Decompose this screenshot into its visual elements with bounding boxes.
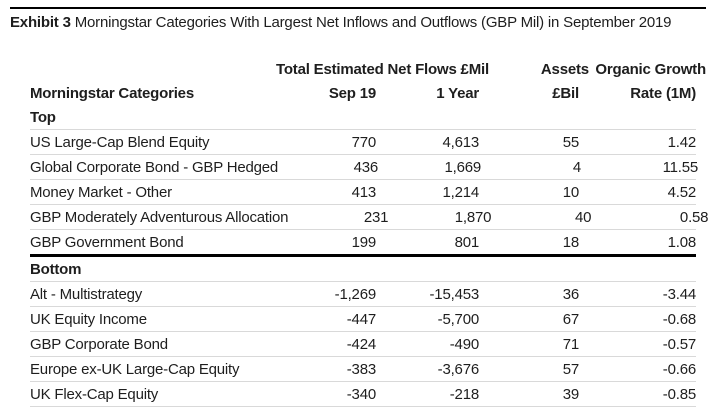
assets-cell: 39: [562, 385, 579, 403]
assets-cell: 18: [562, 233, 579, 251]
table-row: Alt - Multistrategy -1,269 -15,453 36 -3…: [30, 282, 696, 307]
organic-growth-cell: -0.85: [662, 385, 696, 403]
category-cell: Europe ex-UK Large-Cap Equity: [30, 360, 240, 378]
assets-cell: 40: [575, 208, 592, 226]
one-year-cell: 1,214: [442, 183, 479, 201]
exhibit-label: Exhibit 3: [10, 14, 71, 31]
table-row: Europe ex-UK Large-Cap Equity -383 -3,67…: [30, 357, 696, 382]
section-bottom: Bottom Alt - Multistrategy -1,269 -15,45…: [30, 254, 696, 407]
organic-growth-cell: -3.44: [662, 285, 696, 303]
organic-growth-cell: 0.58: [679, 208, 709, 226]
sep19-cell: 231: [363, 208, 389, 226]
sep19-cell: -383: [346, 360, 376, 378]
organic-growth-cell: 11.55: [662, 158, 699, 176]
organic-growth-cell: -0.66: [662, 360, 696, 378]
table-row: Money Market - Other 413 1,214 10 4.52: [30, 180, 696, 205]
sep19-cell: 199: [351, 233, 377, 251]
assets-cell: 71: [562, 335, 579, 353]
header-spacer: [30, 78, 276, 81]
table-row: Global Corporate Bond - GBP Hedged 436 1…: [30, 155, 699, 180]
one-year-cell: -15,453: [429, 285, 480, 303]
group-header-label: Total Estimated Net Flows £Mil: [276, 61, 489, 78]
sep19-cell: -1,269: [334, 285, 377, 303]
category-cell: US Large-Cap Blend Equity: [30, 133, 210, 151]
one-year-cell: 801: [454, 233, 480, 251]
section-label: Top: [30, 105, 696, 130]
assets-cell: 10: [562, 183, 579, 201]
table-row: GBP Corporate Bond -424 -490 71 -0.57: [30, 332, 696, 357]
assets-cell: 36: [562, 285, 579, 303]
table-row: UK Flex-Cap Equity -340 -218 39 -0.85: [30, 382, 696, 407]
header-assets-line2: £Bil: [552, 85, 579, 102]
table-row: GBP Moderately Adventurous Allocation 23…: [30, 205, 709, 230]
one-year-cell: 4,613: [442, 133, 479, 151]
header-one-year: 1 Year: [436, 85, 479, 102]
one-year-cell: -218: [449, 385, 479, 403]
category-cell: UK Flex-Cap Equity: [30, 385, 159, 403]
organic-growth-cell: -0.57: [662, 335, 696, 353]
one-year-cell: 1,669: [444, 158, 482, 176]
category-cell: GBP Moderately Adventurous Allocation: [30, 208, 289, 226]
table-body: Top US Large-Cap Blend Equity 770 4,613 …: [30, 105, 709, 407]
flows-table: Total Estimated Net Flows £Mil Assets Or…: [30, 57, 709, 407]
category-cell: Global Corporate Bond - GBP Hedged: [30, 158, 279, 176]
header-organic-line1: Organic Growth: [595, 61, 706, 78]
table-header-row-1: Total Estimated Net Flows £Mil Assets Or…: [30, 57, 706, 81]
organic-growth-cell: -0.68: [662, 310, 696, 328]
header-sep19: Sep 19: [328, 85, 376, 102]
one-year-cell: -3,676: [437, 360, 480, 378]
category-cell: Alt - Multistrategy: [30, 285, 143, 303]
one-year-cell: -5,700: [437, 310, 480, 328]
one-year-cell: -490: [449, 335, 479, 353]
table-row: UK Equity Income -447 -5,700 67 -0.68: [30, 307, 696, 332]
header-category: Morningstar Categories: [30, 85, 194, 102]
sep19-cell: 413: [351, 183, 377, 201]
sep19-cell: -424: [346, 335, 376, 353]
sep19-cell: -340: [346, 385, 376, 403]
section-top: Top US Large-Cap Blend Equity 770 4,613 …: [30, 105, 709, 254]
group-header-net-flows: Total Estimated Net Flows £Mil: [276, 61, 489, 81]
exhibit-title: Exhibit 3 Morningstar Categories With Lar…: [10, 14, 671, 31]
table-header-row-2: Morningstar Categories Sep 19 1 Year £Bi…: [30, 81, 696, 105]
table-row: GBP Government Bond 199 801 18 1.08: [30, 230, 696, 254]
header-assets-line1: Assets: [540, 61, 589, 78]
sep19-cell: -447: [346, 310, 376, 328]
category-cell: GBP Corporate Bond: [30, 335, 168, 353]
sep19-cell: 436: [353, 158, 379, 176]
organic-growth-cell: 1.42: [667, 133, 697, 151]
assets-cell: 55: [562, 133, 579, 151]
assets-cell: 57: [562, 360, 579, 378]
category-cell: GBP Government Bond: [30, 233, 184, 251]
sep19-cell: 770: [351, 133, 377, 151]
organic-growth-cell: 4.52: [667, 183, 697, 201]
organic-growth-cell: 1.08: [667, 233, 697, 251]
assets-cell: 67: [562, 310, 579, 328]
top-rule: [10, 7, 706, 9]
category-cell: UK Equity Income: [30, 310, 147, 328]
table-row: US Large-Cap Blend Equity 770 4,613 55 1…: [30, 130, 696, 155]
exhibit-title-text: Morningstar Categories With Largest Net …: [74, 14, 672, 31]
category-cell: Money Market - Other: [30, 183, 172, 201]
one-year-cell: 1,870: [454, 208, 492, 226]
section-label: Bottom: [30, 257, 696, 282]
assets-cell: 4: [572, 158, 582, 176]
header-organic-line2: Rate (1M): [630, 85, 696, 102]
